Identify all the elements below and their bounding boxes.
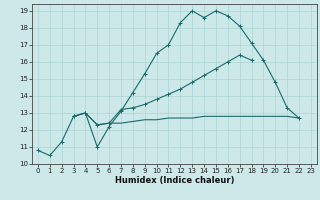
X-axis label: Humidex (Indice chaleur): Humidex (Indice chaleur) [115, 176, 234, 185]
